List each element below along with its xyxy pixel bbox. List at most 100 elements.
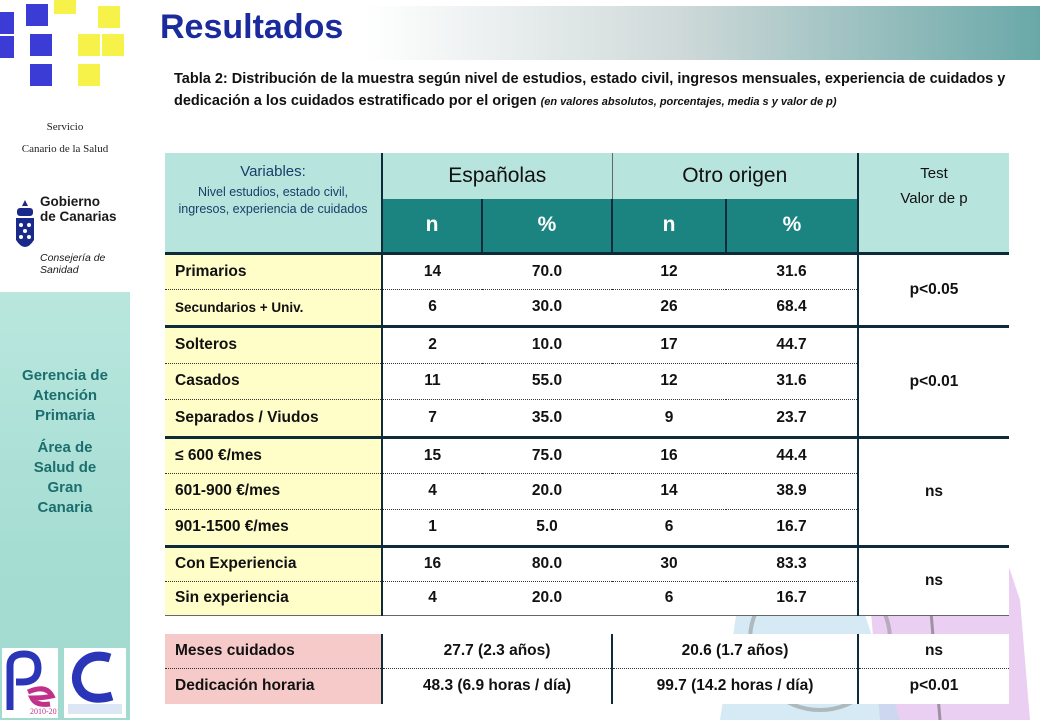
cell-otro-origen: 20.6 (1.7 años) xyxy=(611,634,858,669)
pvalue-estado-civil: p<0.01 xyxy=(857,326,1009,439)
title-band xyxy=(140,6,1040,60)
row-label: Sin experiencia xyxy=(165,581,383,616)
test-header-line-2: Valor de p xyxy=(900,190,968,207)
cell-n-otro: 12 xyxy=(612,363,726,400)
table-row: Primarios 14 70.0 12 31.6 p<0.05 xyxy=(165,253,1009,328)
logo-square xyxy=(30,34,52,56)
cell-pct-es: 70.0 xyxy=(482,253,612,290)
cell-n-es: 11 xyxy=(382,363,482,400)
cell-pct-otro: 31.6 xyxy=(726,363,858,400)
cell-n-otro: 16 xyxy=(612,437,726,474)
table-caption: Tabla 2: Distribución de la muestra segú… xyxy=(174,68,1026,113)
group-header-espanolas: Españolas xyxy=(381,153,612,199)
gerencia-line-1: Gerencia de xyxy=(22,367,108,384)
caption-note: (en valores absolutos, porcentajes, medi… xyxy=(540,96,837,108)
cell-pvalue: p<0.01 xyxy=(857,668,1009,704)
table-row: Separados / Viudos 7 35.0 9 23.7 xyxy=(165,399,1009,439)
cell-pct-es: 80.0 xyxy=(482,546,612,582)
table-row: 901-1500 €/mes 1 5.0 6 16.7 xyxy=(165,509,1009,548)
cell-pvalue: ns xyxy=(857,634,1009,669)
area-line-1: Área de xyxy=(37,439,93,456)
logo-square xyxy=(98,6,120,28)
pvalue-experiencia: ns xyxy=(857,546,1009,616)
variables-header: Variables: Nivel estudios, estado civil,… xyxy=(165,153,382,255)
page-title: Resultados xyxy=(160,8,344,46)
cell-pct-otro: 44.7 xyxy=(726,326,858,364)
table-row: Meses cuidados 27.7 (2.3 años) 20.6 (1.7… xyxy=(165,634,1009,669)
cell-n-otro: 30 xyxy=(612,546,726,582)
gobierno-subtitle: Consejería de Sanidad xyxy=(40,252,106,276)
row-label: Solteros xyxy=(165,326,383,364)
cell-pct-otro: 16.7 xyxy=(726,581,858,616)
cell-pct-es: 35.0 xyxy=(482,399,612,439)
coat-of-arms-icon xyxy=(16,200,34,247)
row-label: Dedicación horaria xyxy=(165,668,383,704)
cell-pct-es: 30.0 xyxy=(482,289,612,328)
cell-n-otro: 14 xyxy=(612,473,726,510)
row-label: 901-1500 €/mes xyxy=(165,509,383,548)
area-line-4: Canaria xyxy=(37,499,93,516)
gerencia-line-2: Atención xyxy=(32,387,98,404)
table-row: 601-900 €/mes 4 20.0 14 38.9 xyxy=(165,473,1009,510)
table-row: Casados 11 55.0 12 31.6 xyxy=(165,363,1009,400)
cell-n-es: 7 xyxy=(382,399,482,439)
row-label: 601-900 €/mes xyxy=(165,473,383,510)
row-label: ≤ 600 €/mes xyxy=(165,437,383,474)
cell-n-otro: 26 xyxy=(612,289,726,328)
logo-square xyxy=(78,64,100,86)
group-header-otro-origen: Otro origen xyxy=(611,153,858,199)
cell-pct-otro: 83.3 xyxy=(726,546,858,582)
row-label: Separados / Viudos xyxy=(165,399,383,439)
cell-n-otro: 17 xyxy=(612,326,726,364)
table-row: Sin experiencia 4 20.0 6 16.7 xyxy=(165,581,1009,616)
cell-n-es: 4 xyxy=(382,581,482,616)
gobierno-name-line-1: Gobierno xyxy=(40,194,100,209)
pvalue-estudios: p<0.05 xyxy=(857,253,1009,328)
caption-text: Tabla 2: Distribución de la muestra segú… xyxy=(174,71,1006,109)
logo-square xyxy=(0,36,14,58)
col-header-n-otro: n xyxy=(611,199,726,255)
cell-n-es: 16 xyxy=(382,546,482,582)
row-label: Meses cuidados xyxy=(165,634,383,669)
cell-n-otro: 9 xyxy=(612,399,726,439)
cell-pct-otro: 38.9 xyxy=(726,473,858,510)
cell-pct-otro: 31.6 xyxy=(726,253,858,290)
table-row: Solteros 2 10.0 17 44.7 p<0.01 xyxy=(165,326,1009,439)
cell-n-es: 14 xyxy=(382,253,482,290)
row-label: Secundarios + Univ. xyxy=(165,289,383,328)
excellence-badge xyxy=(64,648,126,718)
cell-pct-es: 20.0 xyxy=(482,473,612,510)
variables-title: Variables: xyxy=(240,163,306,180)
results-table: Variables: Nivel estudios, estado civil,… xyxy=(165,153,1009,616)
test-header-line-1: Test xyxy=(920,165,948,182)
col-header-n-es: n xyxy=(381,199,482,255)
summary-table: Meses cuidados 27.7 (2.3 años) 20.6 (1.7… xyxy=(165,634,1009,704)
table-row: Dedicación horaria 48.3 (6.9 horas / día… xyxy=(165,668,1009,704)
cell-pct-es: 75.0 xyxy=(482,437,612,474)
variables-subtitle: Nivel estudios, estado civil, ingresos, … xyxy=(178,185,368,216)
logo-square xyxy=(0,12,14,34)
area-line-2: Salud de xyxy=(33,459,97,476)
subheader-row: n % n % xyxy=(165,199,1009,255)
cell-n-es: 15 xyxy=(382,437,482,474)
cell-espanolas: 48.3 (6.9 horas / día) xyxy=(382,668,612,704)
quality-plan-badge: 2010-2013 xyxy=(2,648,65,718)
cell-otro-origen: 99.7 (14.2 horas / día) xyxy=(611,668,858,704)
gobierno-logo: Gobierno de Canarias Consejería de Sanid… xyxy=(0,180,130,292)
servicio-label: Servicio Canario de la Salud xyxy=(0,116,130,160)
cell-n-otro: 6 xyxy=(612,509,726,548)
cell-n-es: 4 xyxy=(382,473,482,510)
cell-pct-es: 5.0 xyxy=(482,509,612,548)
cell-pct-otro: 68.4 xyxy=(726,289,858,328)
sidebar: Servicio Canario de la Salud Gobierno de… xyxy=(0,0,130,720)
gobierno-name-line-2: de Canarias xyxy=(40,209,117,224)
header-row: Variables: Nivel estudios, estado civil,… xyxy=(165,153,1009,255)
cell-n-es: 2 xyxy=(382,326,482,364)
cell-pct-es: 20.0 xyxy=(482,581,612,616)
cell-espanolas: 27.7 (2.3 años) xyxy=(382,634,612,669)
gobierno-name: Gobierno de Canarias xyxy=(40,194,126,224)
row-label: Casados xyxy=(165,363,383,400)
cell-n-otro: 12 xyxy=(612,253,726,290)
cell-pct-otro: 23.7 xyxy=(726,399,858,439)
c-logo-icon xyxy=(68,651,122,714)
